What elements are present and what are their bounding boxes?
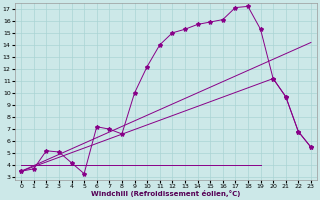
X-axis label: Windchill (Refroidissement éolien,°C): Windchill (Refroidissement éolien,°C) [91,190,241,197]
